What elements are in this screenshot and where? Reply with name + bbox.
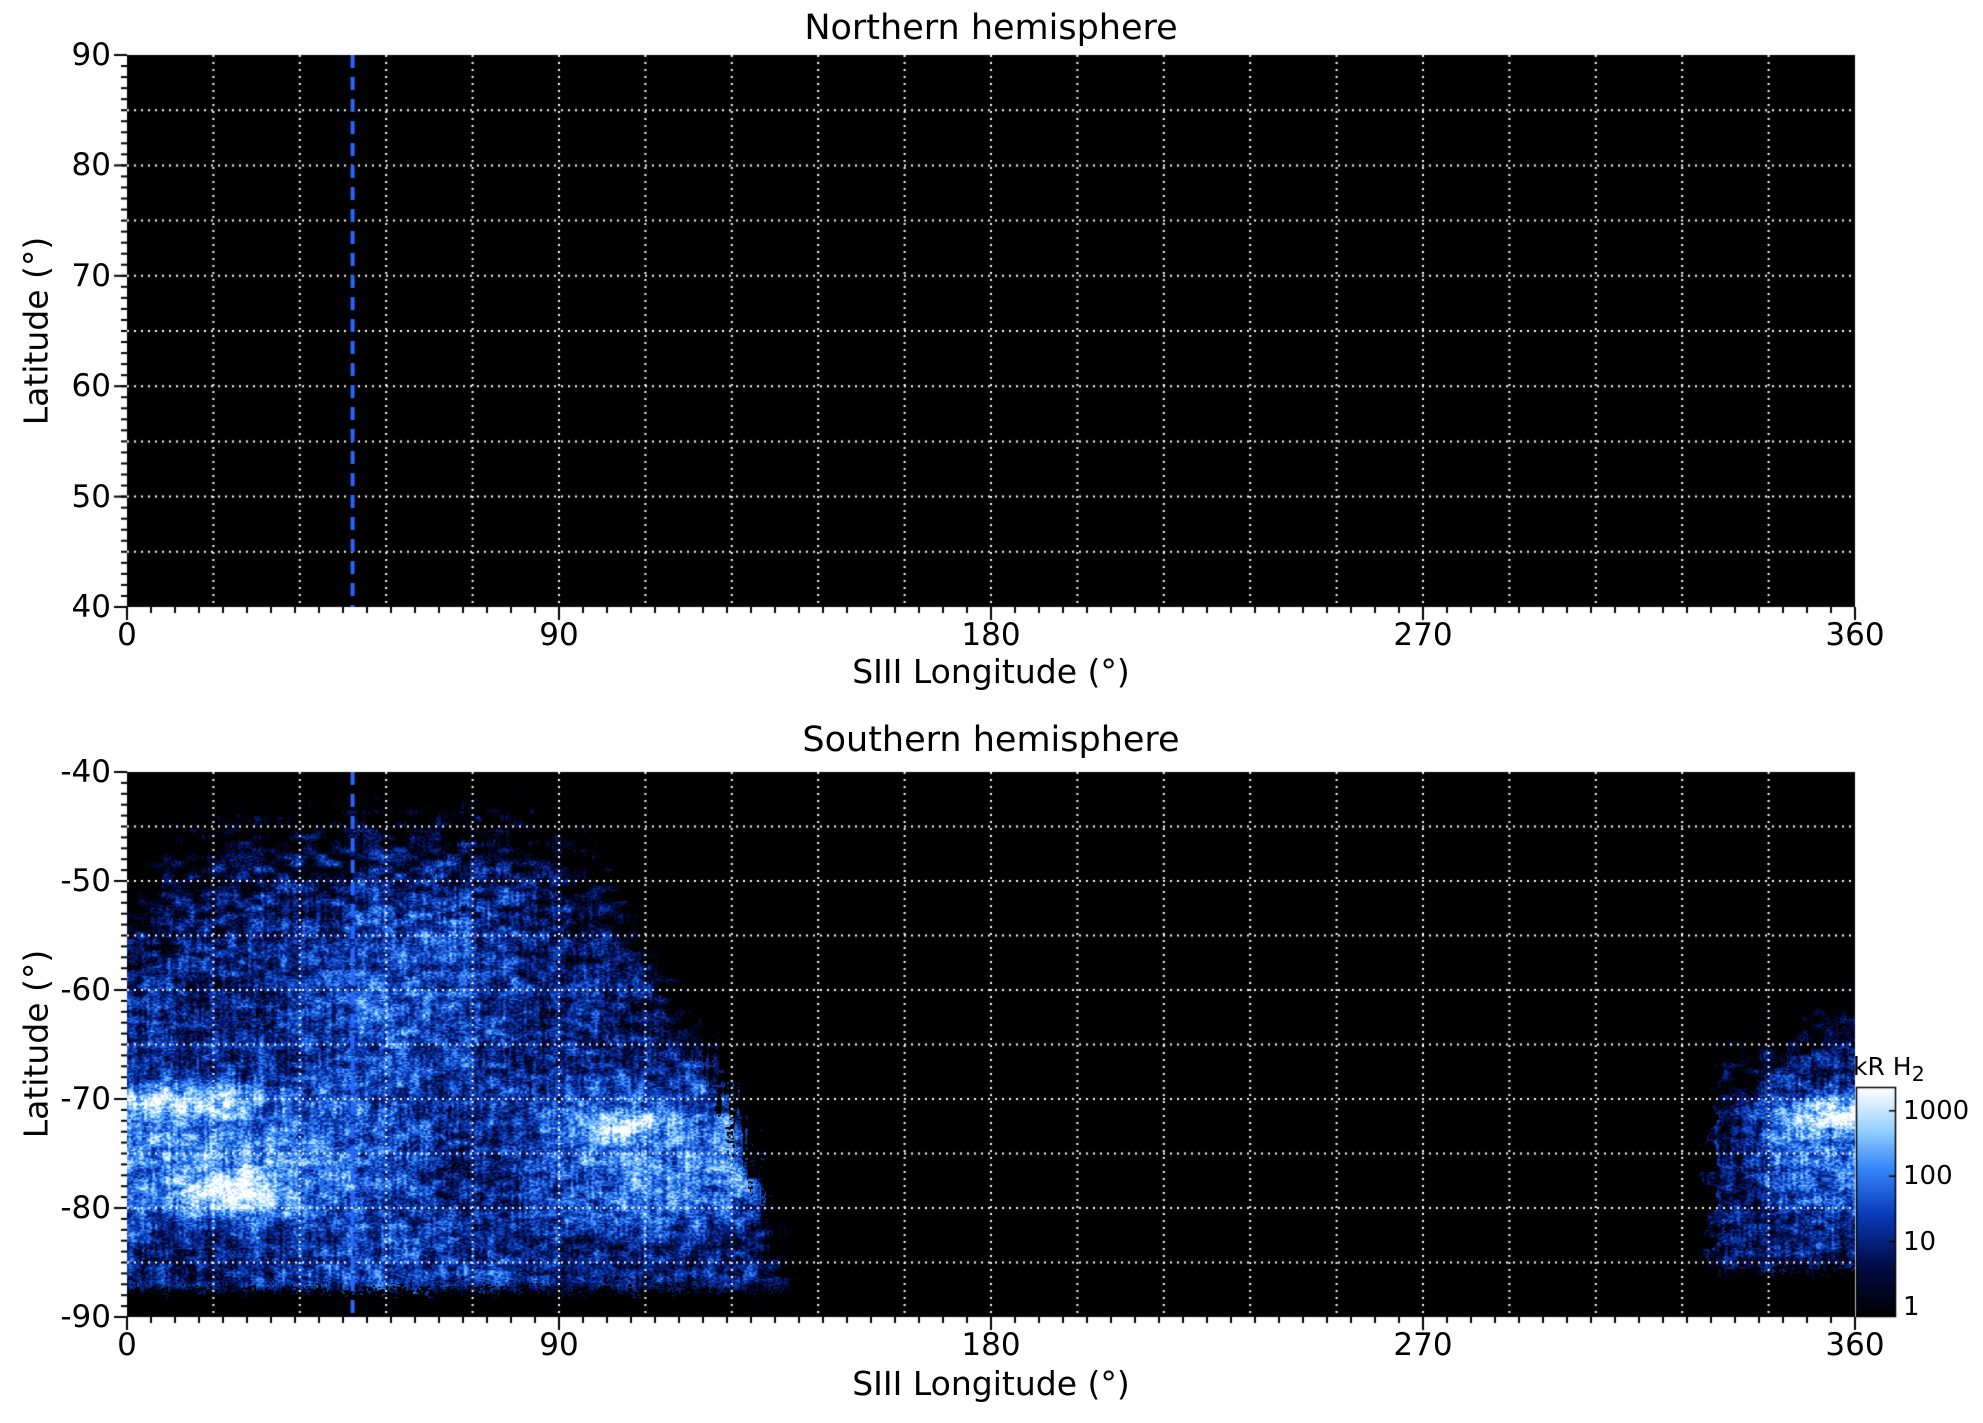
colorbar-label-subscript: 2 bbox=[1911, 1062, 1925, 1086]
x-tick-label: 180 bbox=[961, 617, 1021, 653]
colorbar-label: kR H2 bbox=[1853, 1052, 1925, 1086]
colorbar-tick-label: 1000 bbox=[1903, 1095, 1970, 1126]
x-tick-label: 90 bbox=[539, 1327, 579, 1363]
y-tick-label: 40 bbox=[71, 589, 111, 625]
y-tick-label: -40 bbox=[60, 754, 111, 790]
south-x-axis-label: SIII Longitude (°) bbox=[852, 1364, 1130, 1403]
y-tick-label: -80 bbox=[60, 1190, 111, 1226]
y-tick-label: 70 bbox=[71, 257, 111, 294]
north-panel-title: Northern hemisphere bbox=[804, 8, 1178, 48]
y-tick-label: -70 bbox=[60, 1081, 111, 1117]
colorbar-label-text: kR H bbox=[1853, 1052, 1912, 1081]
x-tick-label: 90 bbox=[539, 617, 579, 653]
y-tick-label: 50 bbox=[71, 478, 111, 515]
x-tick-label: 360 bbox=[1825, 617, 1885, 653]
colorbar-tick-label: 1 bbox=[1903, 1292, 1920, 1323]
y-tick-label: 60 bbox=[71, 368, 111, 405]
y-tick-label: -50 bbox=[60, 863, 111, 899]
x-tick-label: 270 bbox=[1393, 617, 1453, 653]
y-tick-label: 90 bbox=[71, 37, 111, 73]
x-tick-label: 360 bbox=[1825, 1327, 1885, 1363]
y-tick-label: -90 bbox=[60, 1299, 111, 1335]
y-tick-label: -60 bbox=[60, 972, 111, 1008]
colorbar-tick-label: 10 bbox=[1903, 1226, 1937, 1257]
colorbar-tick-label: 100 bbox=[1903, 1161, 1953, 1192]
x-tick-label: 0 bbox=[117, 617, 137, 653]
north-x-axis-label: SIII Longitude (°) bbox=[852, 652, 1130, 691]
x-tick-label: 0 bbox=[117, 1327, 137, 1363]
x-tick-label: 180 bbox=[961, 1327, 1021, 1363]
south-panel-title: Southern hemisphere bbox=[802, 720, 1180, 760]
x-tick-label: 270 bbox=[1393, 1327, 1453, 1363]
y-tick-label: 80 bbox=[71, 147, 111, 184]
